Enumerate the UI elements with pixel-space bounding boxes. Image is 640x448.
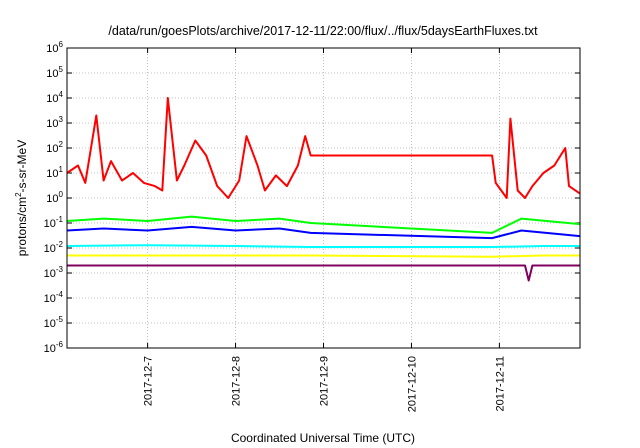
series-group	[66, 97, 581, 282]
y-tick-label: 10-1	[44, 215, 64, 230]
x-tick-label: 2017-12-7	[143, 356, 155, 406]
x-tick-label: 2017-12-10	[406, 356, 418, 412]
y-tick-label: 10-3	[44, 265, 64, 280]
grid	[67, 47, 580, 349]
series-line-3	[66, 225, 581, 240]
series-line-1	[66, 97, 581, 199]
y-tick-label: 103	[46, 115, 63, 130]
series-line-6	[67, 264, 580, 282]
y-tick-label: 10-5	[44, 315, 64, 330]
y-tick-label: 100	[46, 190, 63, 205]
y-tick-label: 10-6	[44, 340, 64, 355]
y-tick-label: 105	[46, 65, 63, 80]
x-axis-label: Coordinated Universal Time (UTC)	[231, 431, 415, 445]
x-tick-label: 2017-12-11	[494, 356, 506, 411]
x-tick-label: 2017-12-9	[319, 356, 331, 406]
series-line-5	[67, 254, 580, 258]
y-tick-labels: 10-6 10-5 10-4 10-3 10-2 10-1 100 101 102 103 104 1…	[44, 40, 64, 355]
y-tick-label: 101	[46, 165, 63, 180]
y-tick-label: 104	[46, 90, 63, 105]
chart-title: /data/run/goesPlots/archive/2017-12-11/2…	[108, 24, 538, 38]
y-tick-label: 10-2	[44, 240, 64, 255]
x-tick-labels: 2017-12-7 2017-12-8 2017-12-9 2017-12-10 201…	[143, 356, 507, 412]
y-tick-label: 102	[46, 140, 63, 155]
y-tick-label: 106	[46, 40, 63, 55]
y-axis-label: protons/cm2-s-sr-MeV	[14, 140, 29, 256]
plot-frame	[66, 47, 581, 349]
series-line-2	[66, 215, 581, 234]
x-tick-label: 2017-12-8	[231, 356, 243, 406]
y-tick-label: 10-4	[44, 290, 64, 305]
series-line-4	[66, 244, 580, 248]
